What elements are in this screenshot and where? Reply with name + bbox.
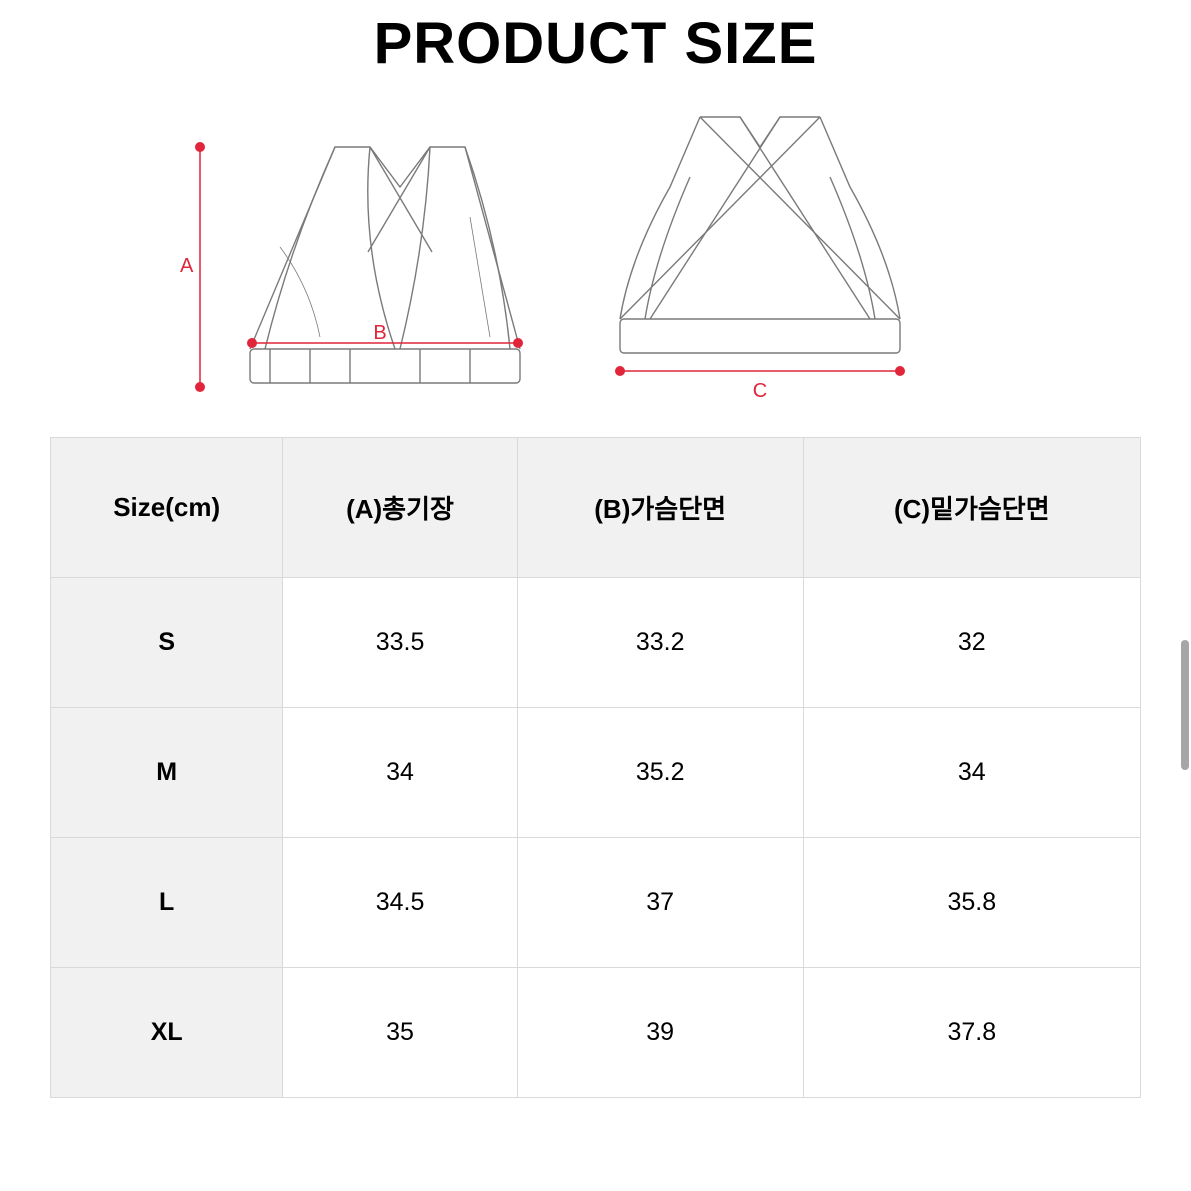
measure-C: C: [615, 366, 905, 402]
col-b: (B)가슴단면: [517, 438, 803, 578]
col-a: (A)총기장: [283, 438, 517, 578]
cell: 34.5: [283, 838, 517, 968]
table-row: L 34.5 37 35.8: [51, 838, 1141, 968]
cell: 37.8: [803, 968, 1140, 1098]
size-table: Size(cm) (A)총기장 (B)가슴단면 (C)밑가슴단면 S 33.5 …: [50, 437, 1141, 1098]
diagram-row: A: [170, 107, 1141, 407]
measure-A: A: [180, 142, 205, 392]
cell: 33.2: [517, 578, 803, 708]
garment-back: [620, 117, 900, 353]
diagram-front-svg: A: [170, 127, 540, 407]
cell-size: L: [51, 838, 283, 968]
cell: 35.8: [803, 838, 1140, 968]
label-B: B: [373, 322, 386, 344]
label-A: A: [180, 255, 194, 277]
cell: 33.5: [283, 578, 517, 708]
garment-front: [250, 147, 520, 383]
scrollbar-thumb[interactable]: [1181, 640, 1189, 770]
page: PRODUCT SIZE A: [0, 0, 1191, 1191]
cell: 35: [283, 968, 517, 1098]
cell: 39: [517, 968, 803, 1098]
page-title: PRODUCT SIZE: [50, 10, 1141, 77]
cell-size: S: [51, 578, 283, 708]
cell: 37: [517, 838, 803, 968]
size-table-header-row: Size(cm) (A)총기장 (B)가슴단면 (C)밑가슴단면: [51, 438, 1141, 578]
diagram-back-svg: C: [600, 107, 920, 407]
label-C: C: [753, 380, 767, 402]
size-table-body: S 33.5 33.2 32 M 34 35.2 34 L 34.5 37 35…: [51, 578, 1141, 1098]
table-row: XL 35 39 37.8: [51, 968, 1141, 1098]
diagram-back: C: [600, 107, 920, 407]
cell: 32: [803, 578, 1140, 708]
cell: 34: [283, 708, 517, 838]
col-c: (C)밑가슴단면: [803, 438, 1140, 578]
cell: 35.2: [517, 708, 803, 838]
measure-B: B: [247, 322, 523, 348]
col-size: Size(cm): [51, 438, 283, 578]
cell-size: XL: [51, 968, 283, 1098]
table-row: S 33.5 33.2 32: [51, 578, 1141, 708]
cell-size: M: [51, 708, 283, 838]
cell: 34: [803, 708, 1140, 838]
diagram-front: A: [170, 127, 540, 407]
table-row: M 34 35.2 34: [51, 708, 1141, 838]
